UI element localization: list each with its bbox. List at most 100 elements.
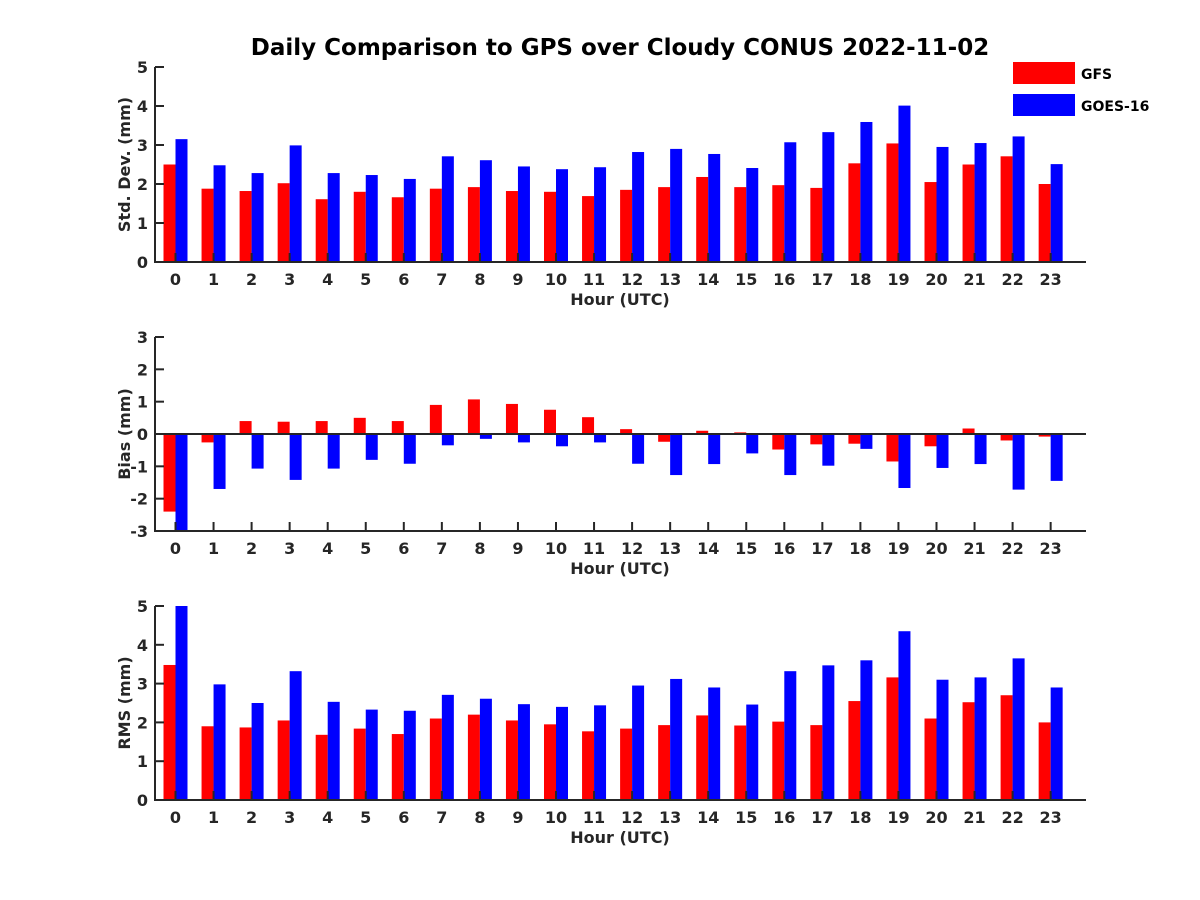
x-tick-label-panel1: 5 xyxy=(360,270,371,289)
x-tick-label-panel2: 11 xyxy=(583,539,605,558)
x-tick-label-panel3: 4 xyxy=(322,808,333,827)
bar-goes16-panel1-hour20 xyxy=(936,146,949,262)
x-tick-label-panel3: 3 xyxy=(284,808,295,827)
bar-gfs-panel1-hour7 xyxy=(429,188,442,262)
bar-goes16-panel2-hour15 xyxy=(746,434,759,454)
bar-goes16-panel2-hour19 xyxy=(898,434,911,488)
bar-goes16-panel1-hour19 xyxy=(898,105,911,262)
bar-gfs-panel3-hour0 xyxy=(163,664,176,800)
bar-goes16-panel3-hour15 xyxy=(746,704,759,800)
bar-goes16-panel3-hour1 xyxy=(213,684,226,800)
bar-goes16-panel2-hour14 xyxy=(708,434,721,465)
bar-gfs-panel3-hour11 xyxy=(582,731,595,800)
x-tick-label-panel3: 23 xyxy=(1040,808,1062,827)
x-tick-label-panel1: 22 xyxy=(1001,270,1023,289)
x-tick-label-panel3: 5 xyxy=(360,808,371,827)
bar-gfs-panel2-hour4 xyxy=(315,421,328,434)
x-tick-label-panel2: 6 xyxy=(398,539,409,558)
bar-goes16-panel1-hour2 xyxy=(251,173,264,262)
x-tick-label-panel2: 17 xyxy=(811,539,833,558)
bar-goes16-panel2-hour13 xyxy=(670,434,683,476)
x-tick-label-panel2: 9 xyxy=(512,539,523,558)
bar-goes16-panel3-hour17 xyxy=(822,665,835,800)
bar-goes16-panel2-hour0 xyxy=(175,434,188,531)
x-tick-label-panel3: 21 xyxy=(963,808,985,827)
bar-goes16-panel2-hour12 xyxy=(632,434,645,464)
x-tick-label-panel1: 21 xyxy=(963,270,985,289)
x-tick-label-panel3: 11 xyxy=(583,808,605,827)
x-tick-label-panel2: 22 xyxy=(1001,539,1023,558)
bar-gfs-panel1-hour19 xyxy=(886,143,899,262)
bar-goes16-panel2-hour18 xyxy=(860,434,873,449)
bar-goes16-panel3-hour6 xyxy=(403,710,416,800)
bar-goes16-panel1-hour17 xyxy=(822,132,835,262)
bar-gfs-panel1-hour5 xyxy=(353,191,366,262)
bar-gfs-panel3-hour17 xyxy=(810,725,823,800)
bar-gfs-panel1-hour0 xyxy=(163,164,176,262)
x-tick-label-panel2: 8 xyxy=(474,539,485,558)
bar-gfs-panel1-hour3 xyxy=(277,183,290,262)
bar-goes16-panel2-hour10 xyxy=(556,434,568,447)
bar-gfs-panel1-hour18 xyxy=(848,163,861,262)
bar-goes16-panel2-hour8 xyxy=(479,434,492,439)
x-tick-label-panel2: 3 xyxy=(284,539,295,558)
bar-gfs-panel3-hour1 xyxy=(201,726,214,800)
bar-gfs-panel1-hour11 xyxy=(582,196,595,262)
bar-gfs-panel1-hour13 xyxy=(658,187,671,262)
bar-gfs-panel3-hour8 xyxy=(467,714,480,800)
bar-gfs-panel3-hour9 xyxy=(505,720,518,800)
x-tick-label-panel1: 10 xyxy=(545,270,567,289)
bar-goes16-panel3-hour10 xyxy=(556,706,568,800)
x-tick-label-panel3: 17 xyxy=(811,808,833,827)
x-tick-label-panel3: 15 xyxy=(735,808,757,827)
x-tick-label-panel3: 9 xyxy=(512,808,523,827)
bar-gfs-panel2-hour23 xyxy=(1038,434,1051,437)
x-tick-label-panel2: 18 xyxy=(849,539,871,558)
bar-gfs-panel3-hour20 xyxy=(924,718,937,800)
bar-goes16-panel1-hour15 xyxy=(746,168,759,262)
x-tick-label-panel3: 0 xyxy=(170,808,181,827)
bar-gfs-panel2-hour10 xyxy=(544,409,556,434)
bar-gfs-panel3-hour5 xyxy=(353,728,366,800)
x-tick-label-panel1: 0 xyxy=(170,270,181,289)
bar-goes16-panel3-hour23 xyxy=(1050,687,1063,800)
bar-gfs-panel3-hour3 xyxy=(277,720,290,800)
bar-goes16-panel3-hour4 xyxy=(327,701,340,800)
bar-gfs-panel1-hour12 xyxy=(620,189,633,262)
x-tick-label-panel3: 14 xyxy=(697,808,719,827)
bar-gfs-panel2-hour6 xyxy=(391,421,404,434)
x-tick-label-panel2: 21 xyxy=(963,539,985,558)
bar-goes16-panel3-hour22 xyxy=(1012,658,1025,800)
bar-gfs-panel3-hour21 xyxy=(962,702,975,800)
bar-goes16-panel3-hour19 xyxy=(898,631,911,800)
bar-goes16-panel2-hour17 xyxy=(822,434,835,466)
bar-goes16-panel2-hour11 xyxy=(594,434,607,443)
bar-goes16-panel1-hour16 xyxy=(784,142,797,262)
bar-goes16-panel2-hour23 xyxy=(1050,434,1063,481)
x-tick-label-panel3: 16 xyxy=(773,808,795,827)
bar-goes16-panel3-hour7 xyxy=(441,694,454,800)
bar-gfs-panel1-hour4 xyxy=(315,199,328,262)
y-axis-label-panel1: Std. Dev. (mm) xyxy=(115,97,134,232)
y-tick-label-panel3: 1 xyxy=(137,752,148,771)
x-tick-label-panel3: 8 xyxy=(474,808,485,827)
x-tick-label-panel1: 11 xyxy=(583,270,605,289)
bar-gfs-panel3-hour4 xyxy=(315,734,328,800)
bar-goes16-panel2-hour22 xyxy=(1012,434,1025,490)
bar-goes16-panel1-hour6 xyxy=(403,178,416,262)
bar-gfs-panel3-hour12 xyxy=(620,728,633,800)
legend-label-goes16: GOES-16 xyxy=(1081,99,1149,115)
x-tick-label-panel1: 3 xyxy=(284,270,295,289)
bar-gfs-panel3-hour23 xyxy=(1038,722,1051,800)
bar-gfs-panel2-hour12 xyxy=(620,429,633,434)
bar-gfs-panel1-hour9 xyxy=(505,191,518,262)
x-tick-label-panel2: 4 xyxy=(322,539,333,558)
x-axis-label-panel2: Hour (UTC) xyxy=(570,559,670,578)
x-tick-label-panel3: 20 xyxy=(925,808,947,827)
y-tick-label-panel3: 2 xyxy=(137,713,148,732)
x-tick-label-panel3: 6 xyxy=(398,808,409,827)
y-tick-label-panel2: 3 xyxy=(137,328,148,347)
y-tick-label-panel1: 1 xyxy=(137,214,148,233)
x-tick-label-panel3: 2 xyxy=(246,808,257,827)
bar-goes16-panel3-hour8 xyxy=(479,698,492,800)
